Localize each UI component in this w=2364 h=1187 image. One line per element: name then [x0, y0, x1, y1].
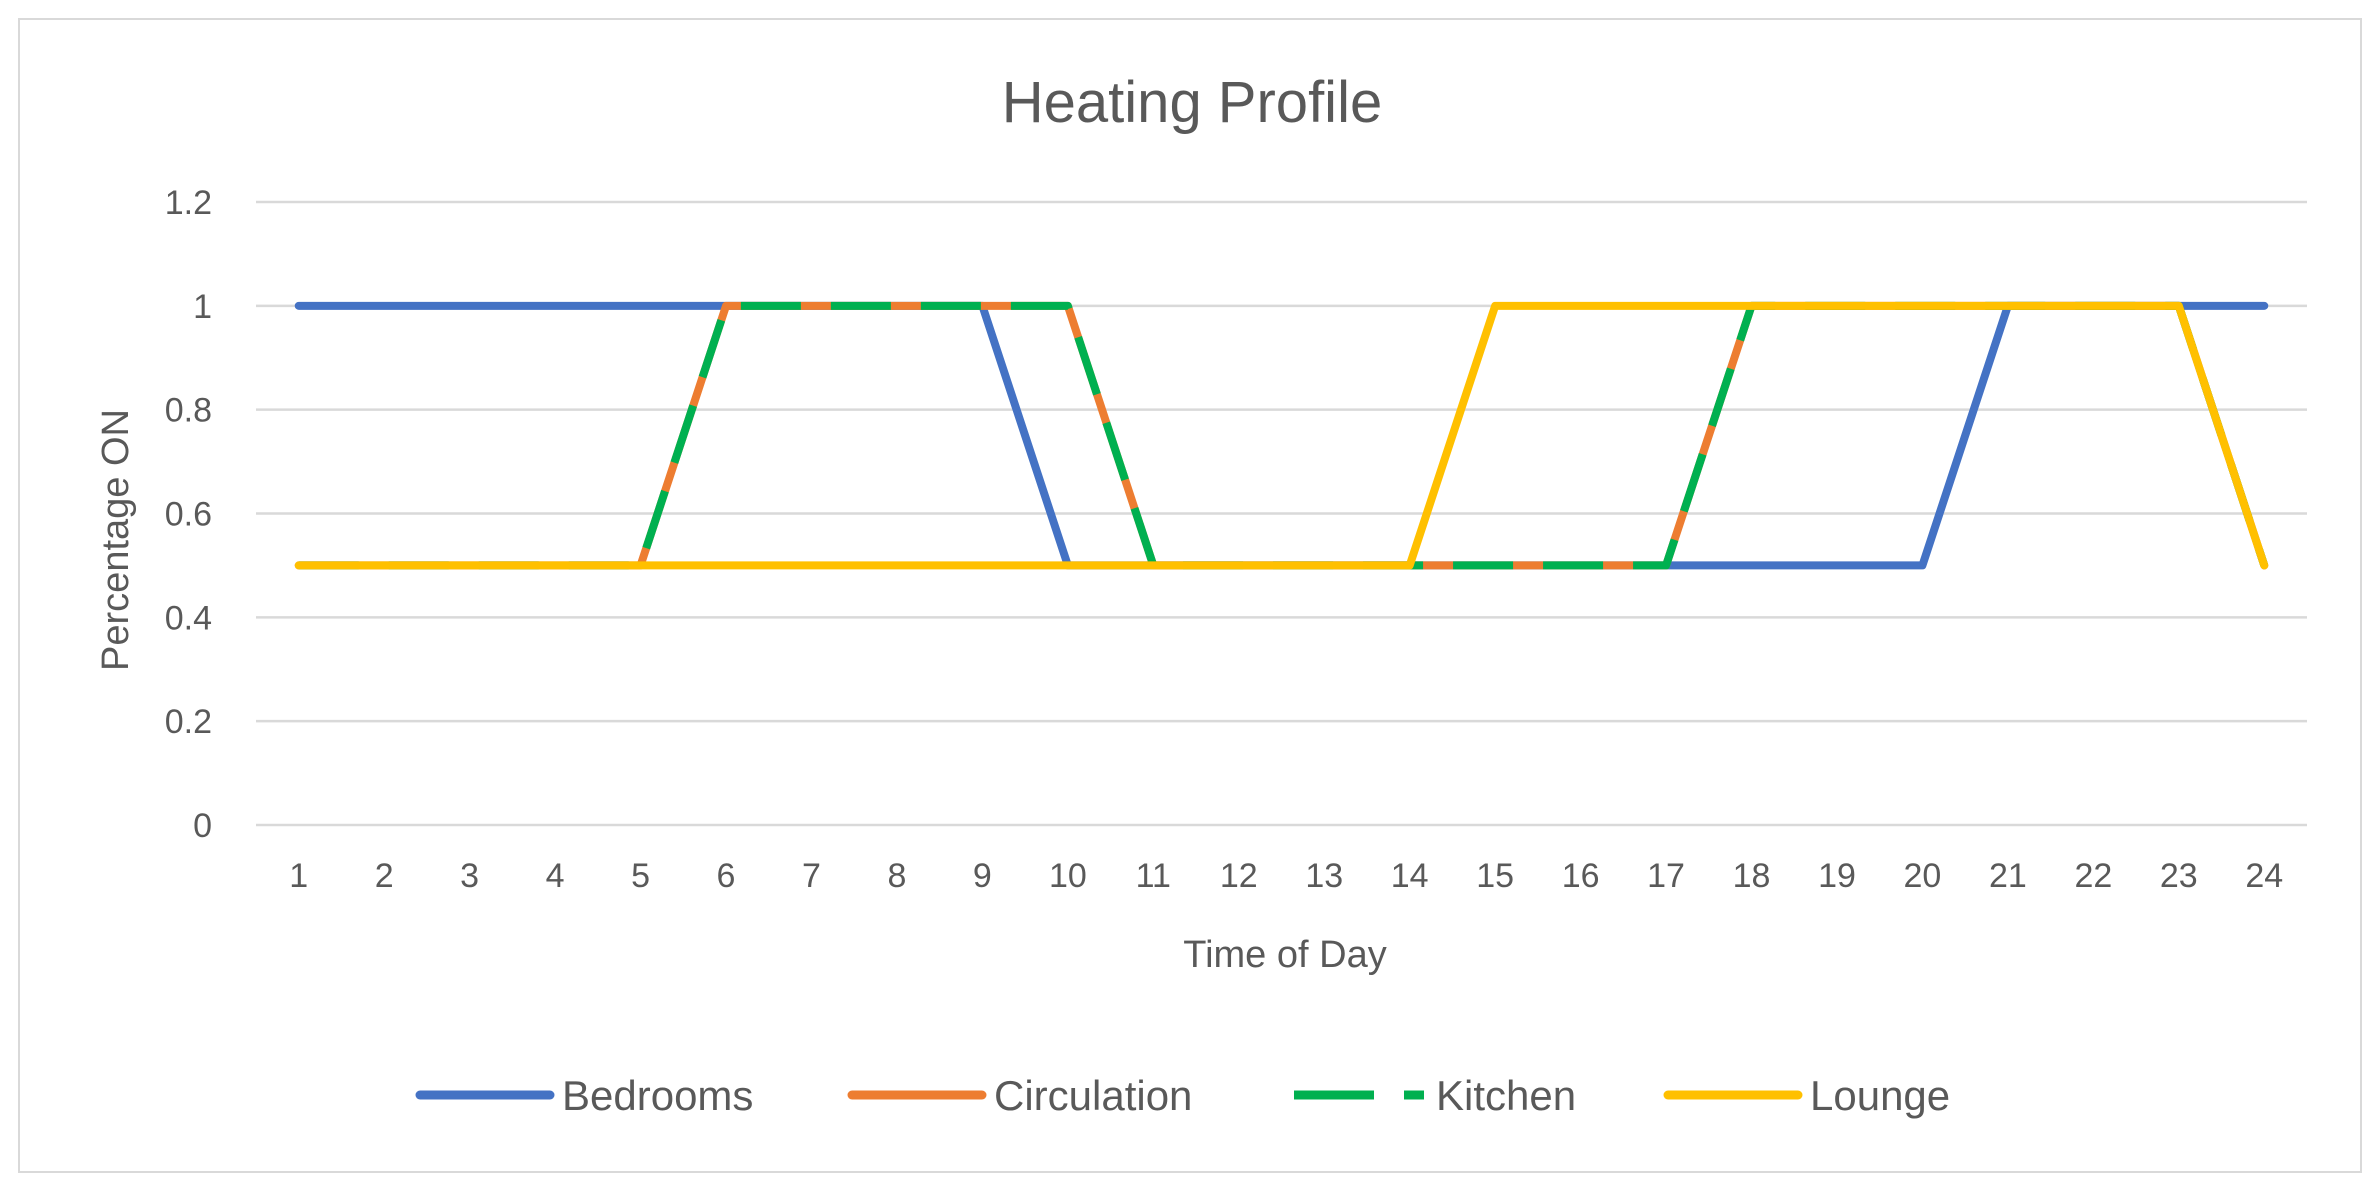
x-tick-label: 11: [1136, 857, 1171, 895]
x-tick-label: 16: [1562, 857, 1600, 895]
x-tick-label: 6: [717, 857, 736, 895]
legend-label-bedrooms: Bedrooms: [562, 1072, 753, 1119]
x-tick-label: 24: [2245, 857, 2283, 895]
x-tick-label: 1: [289, 857, 308, 895]
y-tick-label: 0.4: [165, 599, 212, 637]
y-axis-ticks: 0 0.2 0.4 0.6 0.8 1 1.2: [165, 184, 212, 845]
x-tick-label: 21: [1989, 857, 2027, 895]
legend-label-circulation: Circulation: [994, 1072, 1192, 1119]
x-tick-label: 4: [546, 857, 565, 895]
x-tick-label: 18: [1733, 857, 1771, 895]
legend: Bedrooms Circulation Kitchen Lounge: [415, 1072, 1950, 1119]
x-tick-label: 8: [887, 857, 906, 895]
y-tick-label: 0.6: [165, 496, 212, 534]
series-lines: [294, 301, 2269, 570]
x-axis-ticks: 1 2 3 4 5 6 7 8 9 10 11 12 13 14 15 16 17 18 19 20 21 22 23 24: [289, 857, 2283, 895]
series-line-lounge: [294, 301, 2269, 570]
gridlines: [256, 200, 2307, 827]
series-line-circulation: [294, 301, 2269, 570]
x-tick-label: 5: [631, 857, 650, 895]
y-tick-label: 0.2: [165, 703, 212, 741]
series-line-kitchen: [298, 301, 2269, 570]
x-tick-label: 22: [2074, 857, 2112, 895]
x-tick-label: 10: [1049, 857, 1087, 895]
x-tick-label: 3: [460, 857, 479, 895]
y-tick-label: 0.8: [165, 392, 212, 430]
x-tick-label: 9: [973, 857, 992, 895]
x-tick-label: 7: [802, 857, 821, 895]
y-tick-label: 1.2: [165, 184, 212, 222]
legend-label-kitchen: Kitchen: [1436, 1072, 1576, 1119]
chart-title: Heating Profile: [1002, 70, 1382, 135]
x-tick-label: 12: [1220, 857, 1258, 895]
x-tick-label: 2: [375, 857, 394, 895]
x-tick-label: 15: [1476, 857, 1514, 895]
x-tick-label: 19: [1818, 857, 1856, 895]
x-tick-label: 17: [1647, 857, 1685, 895]
x-axis-title: Time of Day: [1183, 934, 1386, 976]
y-axis-title: Percentage ON: [95, 409, 137, 671]
x-tick-label: 23: [2160, 857, 2198, 895]
x-tick-label: 20: [1904, 857, 1942, 895]
x-tick-label: 13: [1305, 857, 1343, 895]
x-tick-label: 14: [1391, 857, 1429, 895]
series-line-bedrooms: [294, 301, 2269, 570]
y-tick-label: 1: [193, 288, 212, 326]
y-tick-label: 0: [193, 807, 212, 845]
legend-label-lounge: Lounge: [1810, 1072, 1950, 1119]
